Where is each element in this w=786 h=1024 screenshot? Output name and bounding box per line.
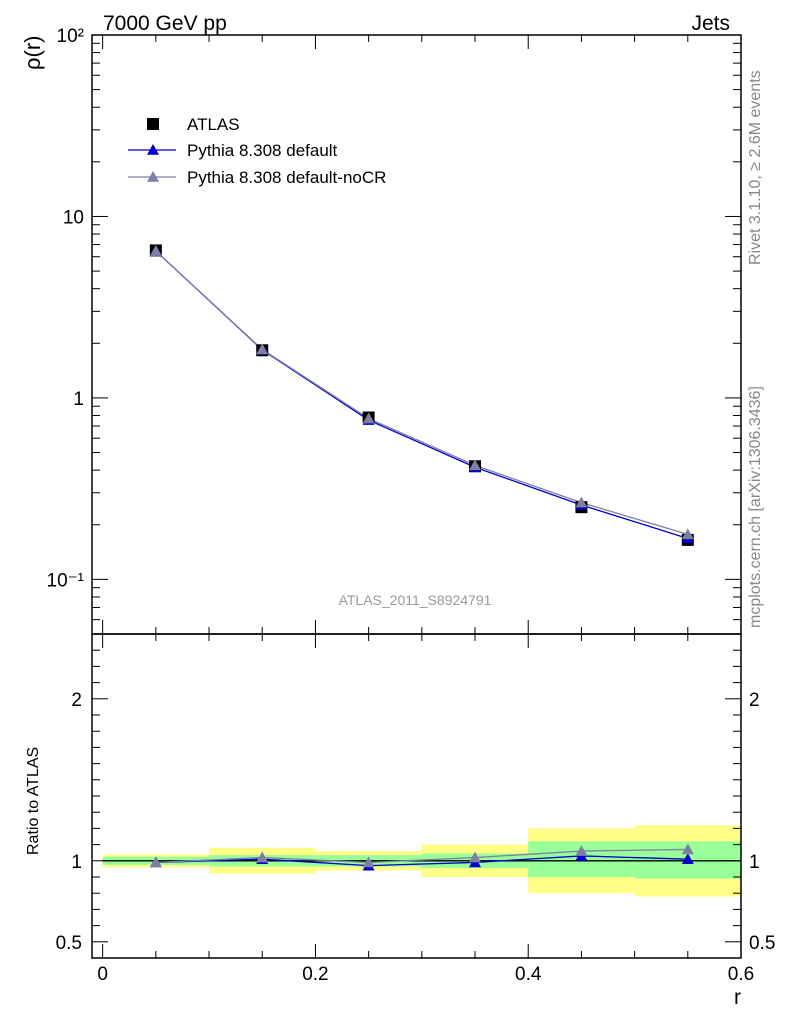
main-series-line <box>155 250 688 540</box>
ratio-mc-point <box>362 856 375 868</box>
main-y-tick-label: 1 <box>73 389 84 410</box>
rivet-label: Rivet 3.1.10, ≥ 2.6M events <box>747 70 764 265</box>
ratio-series-line <box>155 855 688 867</box>
ratio-y-tick-label: 2 <box>71 690 82 711</box>
x-axis-label: r <box>734 986 741 1009</box>
x-tick-label: 0.4 <box>515 964 542 985</box>
main-y-tick-label: 10 <box>63 207 84 228</box>
x-tick-label: 0.6 <box>728 964 754 985</box>
main-y-tick-label: 10⁻¹ <box>47 570 85 591</box>
mcplots-label: mcplots.cern.ch [arXiv:1306.3436] <box>747 386 764 628</box>
main-mc-point <box>681 528 694 540</box>
main-series-line <box>155 250 688 536</box>
main-mc-point <box>256 343 269 355</box>
main-mc-point <box>575 496 588 508</box>
main-mc-point <box>149 245 162 256</box>
main-y-tick-label: 10² <box>57 26 84 47</box>
ratio-mc-point <box>149 856 162 868</box>
ratio-y-tick-label-right: 0.5 <box>749 933 775 954</box>
ratio-plot-frame <box>91 633 742 959</box>
ratio-y-tick-label-right: 2 <box>749 690 760 711</box>
legend-marker <box>147 118 159 130</box>
legend-marker <box>147 171 159 182</box>
ratio-series-line <box>155 848 688 864</box>
ratio-y-tick-label: 0.5 <box>56 933 82 954</box>
ratio-mc-point <box>469 851 482 863</box>
ratio-y-tick-label-right: 1 <box>749 852 760 873</box>
ratio-mc-point <box>256 851 269 863</box>
legend-label: Pythia 8.308 default <box>187 141 338 160</box>
main-y-axis-label: ρ(r) <box>20 36 45 71</box>
legend-label: Pythia 8.308 default-noCR <box>187 168 386 187</box>
main-mc-point <box>469 459 482 471</box>
x-tick-label: 0.2 <box>302 964 328 985</box>
header-right: Jets <box>691 12 730 35</box>
analysis-watermark: ATLAS_2011_S8924791 <box>339 592 492 608</box>
header-left: 7000 GeV pp <box>103 12 227 35</box>
ratio-y-axis-label: Ratio to ATLAS <box>25 747 42 855</box>
legend-label: ATLAS <box>187 115 240 134</box>
ratio-mc-point <box>681 843 694 855</box>
main-mc-point <box>362 412 375 424</box>
ratio-mc-point <box>681 853 694 864</box>
ratio-y-tick-label: 1 <box>71 852 82 873</box>
legend-marker <box>147 144 159 155</box>
x-tick-label: 0 <box>97 964 108 985</box>
ratio-mc-point <box>575 845 588 856</box>
